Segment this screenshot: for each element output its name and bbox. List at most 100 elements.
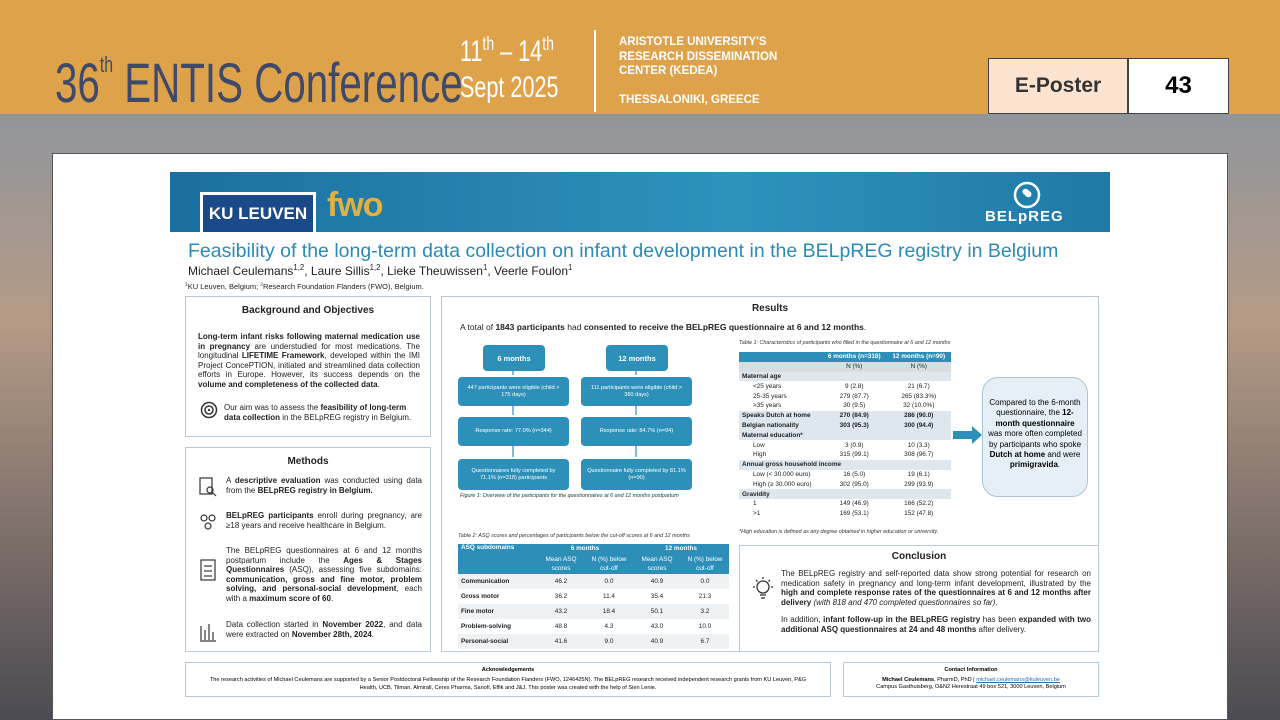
ack-text: The research activities of Michael Ceule… xyxy=(209,677,807,691)
subheader-cell: N (%) below cut-off xyxy=(681,553,729,574)
text-run: November 2022 xyxy=(322,620,384,629)
cell: 50.1 xyxy=(650,607,664,615)
cell: 40.9 xyxy=(650,637,664,645)
bulb-icon xyxy=(753,577,773,599)
cell: 286 (90.0) xyxy=(904,412,934,420)
header-cell: 12 months xyxy=(633,544,729,554)
ku-leuven-logo: KU LEUVEN xyxy=(200,192,316,232)
text-run: has been xyxy=(980,615,1019,624)
text-run: (with 818 and 470 completed questionnair… xyxy=(813,597,996,607)
divider xyxy=(594,30,596,112)
text-run: feasibility of long-term data collection xyxy=(224,403,407,422)
methods-box: Methods A descriptive evaluation was con… xyxy=(185,447,431,652)
row-label: 1 xyxy=(753,500,757,508)
email-link[interactable]: michael.ceulemans@kuleuven.be xyxy=(976,677,1060,683)
date: 11th – 14th Sept 2025 xyxy=(460,34,597,106)
organizer-line: RESEARCH DISSEMINATION xyxy=(619,50,778,63)
text-run: high and complete response rates of the … xyxy=(781,588,1091,607)
flow-box: Questionnaires fully completed by 71.1% … xyxy=(458,459,569,490)
data-row: High 315 (99.1) 308 (96.7) xyxy=(739,450,951,460)
cell: 315 (99.1) xyxy=(839,451,869,459)
flow-header: 6 months xyxy=(483,345,545,371)
cell: 0.0 xyxy=(604,577,614,585)
figure-caption: Figure 1: Overview of the participants f… xyxy=(460,493,679,499)
header-cell xyxy=(739,352,822,362)
cell: 9.0 xyxy=(604,637,614,645)
cell: 43.2 xyxy=(554,607,568,615)
row-label: High xyxy=(753,451,767,459)
characteristics-table: 6 months (n=318) 12 months (n=90) N (%) N (… xyxy=(739,352,951,519)
conference-title: ENTIS Conference xyxy=(124,51,463,114)
data-row: Gross motor 36.2 11.4 35.4 21.3 xyxy=(458,588,729,604)
text-run: . xyxy=(377,379,380,389)
flow-box: 447 participants were eligible (child > … xyxy=(458,377,569,406)
method-item: A descriptive evaluation was conducted u… xyxy=(226,476,422,495)
subheader-cell: N (%) xyxy=(886,361,951,372)
text-run: November 28th, 2024 xyxy=(291,629,372,639)
cell: 35.4 xyxy=(650,592,664,600)
text-run: Dutch at home xyxy=(989,450,1046,460)
flow-box: 111 participants were eligible (child > … xyxy=(581,377,692,406)
text-run: Michael Ceulemans xyxy=(188,264,294,278)
subheader-row: Mean ASQ scores N (%) below cut-off Mean A… xyxy=(458,553,729,574)
text-run: , Laure Sillis xyxy=(304,264,370,278)
row-label: 25-35 years xyxy=(753,392,787,400)
cell: 303 (95.3) xyxy=(839,421,869,429)
text-run: . xyxy=(995,597,998,607)
acknowledgements-box: Acknowledgements The research activities… xyxy=(185,662,831,697)
text-run: in the BELpREG registry in Belgium. xyxy=(280,412,412,422)
date-month-year: Sept 2025 xyxy=(460,71,559,104)
text-run: volume and completeness of the collected… xyxy=(198,379,378,389)
conclusion-box: Conclusion The BELpREG registry and self… xyxy=(739,545,1099,652)
date-start: 11 xyxy=(460,35,483,68)
text-run: , developed within the IMI Project Conce… xyxy=(198,351,420,380)
paragraph: Long-term infant risks following materna… xyxy=(198,332,420,390)
background-box: Background and Objectives Long-term infa… xyxy=(185,296,431,437)
text-run: was conducted using data from the xyxy=(226,476,423,495)
cell: 21 (6.7) xyxy=(907,382,930,390)
cell: 46.2 xyxy=(554,577,568,585)
contact-line: Michael Ceulemans, PharmD, PhD | michael… xyxy=(844,677,1098,683)
text-run: Our aim was to assess the xyxy=(224,403,321,412)
conclusion-paragraph: The BELpREG registry and self-reported d… xyxy=(781,569,1091,607)
section-label: Maternal age xyxy=(742,372,782,380)
cell: 9 (2.8) xyxy=(844,382,864,390)
subheader-cell: N (%) xyxy=(821,361,887,372)
date-end: 14 xyxy=(518,35,543,68)
header-cell: ASQ subdomains xyxy=(458,544,537,574)
poster-banner: KU LEUVEN fwo BELpREG xyxy=(170,172,1110,232)
section-row: Maternal education* xyxy=(739,430,951,441)
section-label: Annual gross household income xyxy=(742,461,842,469)
cell: 19 (6.1) xyxy=(907,470,930,478)
date-sep: – xyxy=(500,35,513,68)
subheader-cell: Mean ASQ scores xyxy=(537,553,585,574)
subheader-row: N (%) N (%) xyxy=(739,361,951,372)
contact-box: Contact Information Michael Ceulemans, P… xyxy=(843,662,1099,697)
text-run: , PharmD, PhD | xyxy=(934,677,977,683)
data-row: >35 years 30 (9.5) 32 (10.0%) xyxy=(739,401,951,411)
header-cell: 6 months xyxy=(537,544,633,554)
cell: 279 (87.7) xyxy=(839,392,869,400)
cell: 43.0 xyxy=(650,622,664,630)
affiliations: 1KU Leuven, Belgium; 2Research Foundatio… xyxy=(185,282,424,291)
subheader-cell: Mean ASQ scores xyxy=(633,553,681,574)
section-row: Gravidity xyxy=(739,489,951,499)
poster: KU LEUVEN fwo BELpREG Feasibility of the… xyxy=(170,172,1110,705)
text-run: 1843 participants xyxy=(495,322,565,332)
authors: Michael Ceulemans1,2, Laure Sillis1,2, L… xyxy=(188,264,572,278)
edition: 36 xyxy=(55,51,100,114)
method-item: The BELpREG questionnaires at 6 and 12 m… xyxy=(226,546,422,604)
cell: 3 (0.9) xyxy=(844,441,864,449)
cell: 16 (5.0) xyxy=(843,470,866,478)
text-run: 12-month questionnaire xyxy=(995,408,1075,428)
data-row: High (≥ 30.000 euro) 302 (95.0) 299 (93.9) xyxy=(739,479,951,489)
section-heading: Results xyxy=(751,303,789,314)
organizer-line: CENTER (KEDEA) xyxy=(619,65,718,77)
section-label: Belgian nationality xyxy=(742,421,799,429)
flow-box: Response rate: 77.0% (n=344) xyxy=(458,417,569,446)
data-row: Personal-social 41.6 9.0 40.9 6.7 xyxy=(458,633,729,649)
text-run: primigravida xyxy=(1009,460,1058,470)
method-item: Data collection started in November 2022… xyxy=(226,620,422,639)
section-label: Maternal education* xyxy=(742,431,803,439)
